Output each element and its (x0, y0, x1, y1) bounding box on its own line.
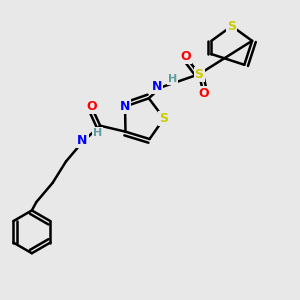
Text: S: S (227, 20, 236, 33)
Text: N: N (120, 100, 130, 113)
Text: S: S (194, 68, 203, 81)
Text: S: S (160, 112, 169, 125)
Text: N: N (152, 80, 162, 93)
Text: N: N (77, 134, 88, 147)
Text: O: O (86, 100, 97, 113)
Text: H: H (168, 74, 178, 84)
Text: O: O (180, 50, 191, 63)
Text: H: H (93, 128, 103, 138)
Text: O: O (198, 87, 209, 100)
